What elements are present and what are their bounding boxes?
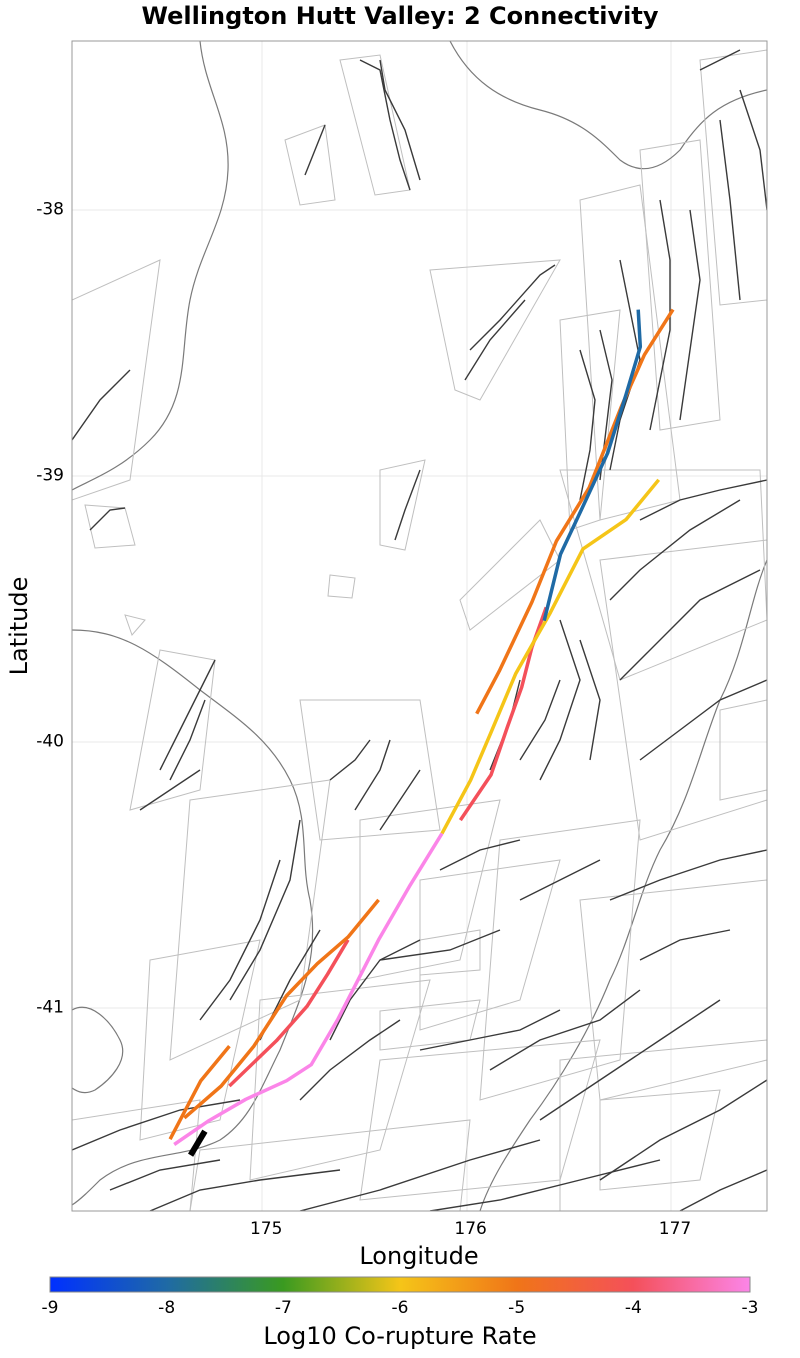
y-tick-label: -38	[36, 200, 64, 220]
colorbar-tick-label: -3	[741, 1298, 759, 1318]
rupture-trace	[173, 832, 444, 1146]
colorbar-tick-label: -4	[624, 1298, 642, 1318]
rupture-trace	[475, 308, 675, 715]
colorbar-ticks: -9 -8 -7 -6 -5 -4 -3	[0, 1298, 800, 1322]
rupture-trace	[228, 938, 350, 1088]
x-tick-label: 176	[454, 1219, 486, 1239]
plot-border	[71, 40, 768, 1212]
x-axis-ticks: 175 176 177	[250, 1219, 691, 1239]
x-axis-label: Longitude	[359, 1242, 478, 1270]
colorbar-tick-label: -5	[508, 1298, 526, 1318]
rupture-trace	[542, 309, 643, 622]
colorbar	[49, 1276, 751, 1293]
y-tick-label: -40	[36, 731, 64, 751]
chart-title: Wellington Hutt Valley: 2 Connectivity	[141, 2, 659, 30]
rupture-trace	[440, 478, 661, 835]
y-axis-label: Latitude	[5, 577, 33, 676]
y-tick-label: -41	[36, 997, 64, 1017]
colorbar-title: Log10 Co-rupture Rate	[263, 1322, 537, 1350]
fault-traces	[72, 49, 767, 1211]
rupture-trace	[183, 898, 380, 1120]
rupture-trace	[168, 1044, 231, 1141]
colorbar-tick-label: -6	[391, 1298, 409, 1318]
y-axis-ticks: -38 -39 -40 -41	[36, 200, 64, 1018]
colorbar-tick-label: -7	[274, 1298, 292, 1318]
x-tick-label: 177	[659, 1219, 691, 1239]
fault-surfaces	[72, 49, 767, 1211]
x-tick-label: 175	[250, 1219, 282, 1239]
rupture-traces	[168, 308, 675, 1157]
colorbar-tick-label: -8	[158, 1298, 176, 1318]
colorbar-tick-label: -9	[41, 1298, 59, 1318]
y-tick-label: -39	[36, 465, 64, 485]
rupture-trace	[188, 1129, 208, 1157]
